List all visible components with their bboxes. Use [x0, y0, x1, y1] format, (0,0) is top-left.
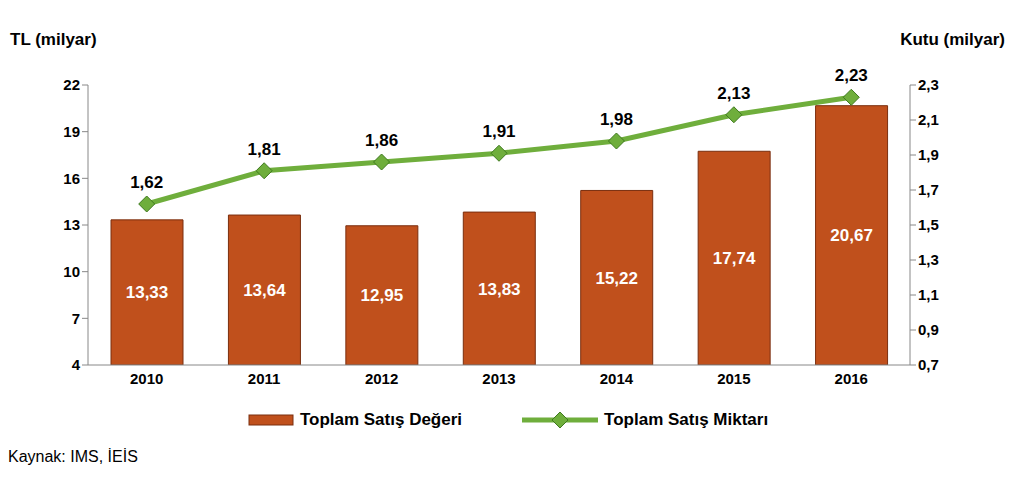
svg-text:1,1: 1,1 [918, 286, 939, 303]
svg-text:1,91: 1,91 [482, 122, 515, 141]
svg-text:22: 22 [63, 76, 80, 93]
svg-text:13: 13 [63, 216, 80, 233]
html-text:Toplam Satış Miktarı: Toplam Satış Miktarı [604, 410, 769, 429]
svg-text:19: 19 [63, 123, 80, 140]
html-text:Toplam Satış Değeri: Toplam Satış Değeri [299, 410, 463, 429]
svg-text:13,83: 13,83 [478, 280, 521, 299]
svg-text:1,86: 1,86 [365, 131, 398, 150]
svg-text:1,9: 1,9 [918, 146, 939, 163]
svg-text:1,81: 1,81 [248, 140, 281, 159]
svg-text:1,3: 1,3 [918, 251, 939, 268]
html-text:TL (milyar): TL (milyar) [10, 30, 97, 49]
svg-text:15,22: 15,22 [595, 269, 638, 288]
svg-text:2013: 2013 [482, 370, 515, 387]
html-text:Kutu (milyar): Kutu (milyar) [900, 30, 1005, 49]
svg-text:2012: 2012 [365, 370, 398, 387]
svg-text:1,98: 1,98 [600, 110, 633, 129]
svg-text:2,23: 2,23 [835, 66, 868, 85]
svg-text:16: 16 [63, 170, 80, 187]
svg-text:2014: 2014 [600, 370, 634, 387]
svg-text:0,9: 0,9 [918, 321, 939, 338]
svg-text:10: 10 [63, 263, 80, 280]
svg-text:7: 7 [72, 310, 80, 327]
svg-text:2010: 2010 [130, 370, 163, 387]
svg-text:1,5: 1,5 [918, 216, 939, 233]
svg-text:13,64: 13,64 [243, 281, 286, 300]
svg-text:13,33: 13,33 [126, 283, 169, 302]
svg-text:1,62: 1,62 [130, 173, 163, 192]
svg-text:4: 4 [72, 356, 81, 373]
svg-text:0,7: 0,7 [918, 356, 939, 373]
svg-text:2,3: 2,3 [918, 76, 939, 93]
svg-text:2,1: 2,1 [918, 111, 939, 128]
svg-text:2011: 2011 [248, 370, 281, 387]
html-text:Kaynak: IMS, İEİS: Kaynak: IMS, İEİS [8, 448, 138, 465]
svg-text:1,7: 1,7 [918, 181, 939, 198]
svg-text:2,13: 2,13 [717, 84, 750, 103]
svg-text:2015: 2015 [717, 370, 750, 387]
svg-text:20,67: 20,67 [830, 226, 873, 245]
svg-text:2016: 2016 [835, 370, 868, 387]
svg-text:17,74: 17,74 [713, 249, 756, 268]
svg-text:12,95: 12,95 [361, 286, 404, 305]
